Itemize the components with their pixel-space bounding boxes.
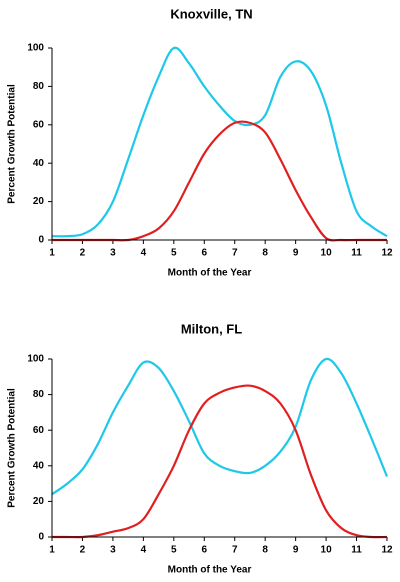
x-tick-label: 4	[141, 248, 147, 259]
line-series	[51, 357, 389, 496]
y-tick-label: 100	[27, 354, 44, 365]
x-tick-label: 2	[80, 248, 86, 259]
x-axis-label: Month of the Year	[168, 565, 252, 576]
x-tick-label: 7	[232, 545, 238, 556]
x-tick-label: 8	[262, 545, 268, 556]
x-tick-label: 10	[321, 545, 333, 556]
x-tick-label: 10	[321, 248, 333, 259]
y-tick-label: 0	[38, 235, 44, 246]
x-tick-label: 9	[293, 248, 299, 259]
y-tick-label: 60	[33, 425, 45, 436]
x-tick-label: 7	[232, 248, 238, 259]
x-tick-label: 12	[381, 248, 393, 259]
x-tick-label: 11	[351, 248, 362, 259]
y-tick-label: 0	[38, 532, 44, 543]
y-tick-label: 40	[33, 158, 45, 169]
y-tick-label: 20	[33, 196, 45, 207]
y-tick-label: 40	[33, 460, 45, 471]
x-tick-label: 1	[49, 545, 55, 556]
x-tick-label: 8	[262, 248, 268, 259]
line-series	[51, 46, 388, 238]
x-tick-label: 5	[171, 545, 177, 556]
y-tick-label: 60	[33, 119, 45, 130]
x-tick-label: 12	[381, 545, 393, 556]
x-tick-label: 2	[80, 545, 86, 556]
x-tick-label: 11	[351, 545, 362, 556]
x-tick-label: 5	[171, 248, 177, 259]
chart-title: Knoxville, TN	[170, 6, 252, 21]
x-tick-label: 6	[201, 248, 207, 259]
x-tick-label: 1	[49, 248, 55, 259]
line-series	[52, 384, 388, 539]
chart-title: Milton, FL	[181, 321, 242, 336]
x-tick-label: 3	[110, 248, 116, 259]
x-tick-label: 9	[293, 545, 299, 556]
y-tick-label: 80	[33, 389, 45, 400]
y-tick-label: 80	[33, 81, 45, 92]
x-tick-label: 4	[141, 545, 147, 556]
line-series	[52, 120, 387, 242]
y-axis-label: Percent Growth Potential	[7, 388, 18, 508]
x-axis-label: Month of the Year	[168, 268, 252, 279]
y-axis-label: Percent Growth Potential	[7, 84, 18, 204]
y-tick-label: 100	[27, 43, 44, 54]
x-tick-label: 3	[110, 545, 116, 556]
y-tick-label: 20	[33, 496, 45, 507]
x-tick-label: 6	[201, 545, 207, 556]
